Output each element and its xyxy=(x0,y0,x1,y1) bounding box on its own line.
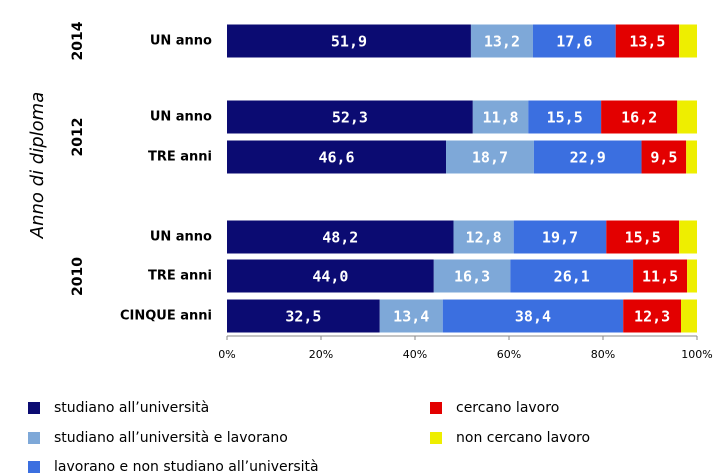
bar-segment xyxy=(687,259,697,293)
x-tick-label: 60% xyxy=(497,348,521,361)
data-label: 11,5 xyxy=(642,268,678,286)
bar-segment xyxy=(528,100,602,134)
data-label: 44,0 xyxy=(312,268,348,286)
x-tick-label: 0% xyxy=(218,348,235,361)
bar-segment xyxy=(442,299,624,333)
data-label: 16,2 xyxy=(621,109,657,127)
bar-segment xyxy=(601,100,678,134)
y-axis-label: Anno di diploma xyxy=(27,92,48,239)
data-label: 19,7 xyxy=(542,229,578,247)
bar-segment xyxy=(633,259,688,293)
x-tick-label: 80% xyxy=(591,348,615,361)
bar-segment xyxy=(623,299,682,333)
legend-swatch xyxy=(430,402,442,414)
legend-label: lavorano e non studiano all’università xyxy=(54,459,319,475)
bar-segment xyxy=(686,140,697,174)
data-label: 51,9 xyxy=(331,33,367,51)
legend-swatch xyxy=(28,461,40,473)
bar-segment xyxy=(677,100,697,134)
bar-segment xyxy=(533,140,642,174)
data-label: 17,6 xyxy=(556,33,592,51)
data-label: 15,5 xyxy=(547,109,583,127)
bar-segment xyxy=(227,299,380,333)
bar-segment xyxy=(227,100,473,134)
bar-segment xyxy=(513,220,607,254)
legend-label: cercano lavoro xyxy=(456,400,559,416)
legend-label: studiano all’università e lavorano xyxy=(54,430,288,446)
category-label: TRE anni xyxy=(148,150,212,165)
bar-segment xyxy=(470,24,533,58)
data-label: 12,3 xyxy=(634,308,670,326)
category-label: TRE anni xyxy=(148,269,212,284)
bar-segment xyxy=(446,140,534,174)
category-label: UN anno xyxy=(150,34,212,49)
bar-segment xyxy=(641,140,687,174)
data-label: 48,2 xyxy=(322,229,358,247)
bar-segment xyxy=(453,220,514,254)
data-label: 26,1 xyxy=(554,268,590,286)
data-label: 13,2 xyxy=(484,33,520,51)
bar-segment xyxy=(227,220,454,254)
data-label: 16,3 xyxy=(454,268,490,286)
group-label: 2014 xyxy=(70,21,86,60)
x-tick-label: 40% xyxy=(403,348,427,361)
group-label: 2012 xyxy=(70,118,86,157)
bar-segment xyxy=(472,100,529,134)
bar-segment xyxy=(532,24,616,58)
data-label: 32,5 xyxy=(285,308,321,326)
bar-segment xyxy=(433,259,511,293)
legend-label: non cercano lavoro xyxy=(456,430,590,446)
bar-segment xyxy=(227,24,471,58)
x-tick-label: 20% xyxy=(309,348,333,361)
data-label: 22,9 xyxy=(570,149,606,167)
category-label: CINQUE anni xyxy=(120,309,212,324)
data-label: 38,4 xyxy=(515,308,551,326)
category-label: UN anno xyxy=(150,110,212,125)
bar-segment xyxy=(681,299,697,333)
legend-swatch xyxy=(28,432,40,444)
legend-label: studiano all’università xyxy=(54,400,209,416)
bar-segment xyxy=(227,140,447,174)
data-label: 9,5 xyxy=(650,149,677,167)
data-label: 12,8 xyxy=(466,229,502,247)
data-label: 18,7 xyxy=(472,149,508,167)
legend-swatch xyxy=(28,402,40,414)
x-tick-label: 100% xyxy=(681,348,712,361)
bar-segment xyxy=(615,24,680,58)
data-label: 52,3 xyxy=(332,109,368,127)
bar-segment xyxy=(227,259,434,293)
bar-segment xyxy=(510,259,634,293)
bar-segment xyxy=(606,220,680,254)
data-label: 11,8 xyxy=(482,109,518,127)
bar-segment xyxy=(679,220,697,254)
data-label: 13,4 xyxy=(393,308,429,326)
group-label: 2010 xyxy=(70,257,86,296)
legend-swatch xyxy=(430,432,442,444)
bar-segment xyxy=(679,24,697,58)
category-label: UN anno xyxy=(150,230,212,245)
bar-segment xyxy=(379,299,443,333)
data-label: 46,6 xyxy=(318,149,354,167)
data-label: 15,5 xyxy=(625,229,661,247)
data-label: 13,5 xyxy=(629,33,665,51)
